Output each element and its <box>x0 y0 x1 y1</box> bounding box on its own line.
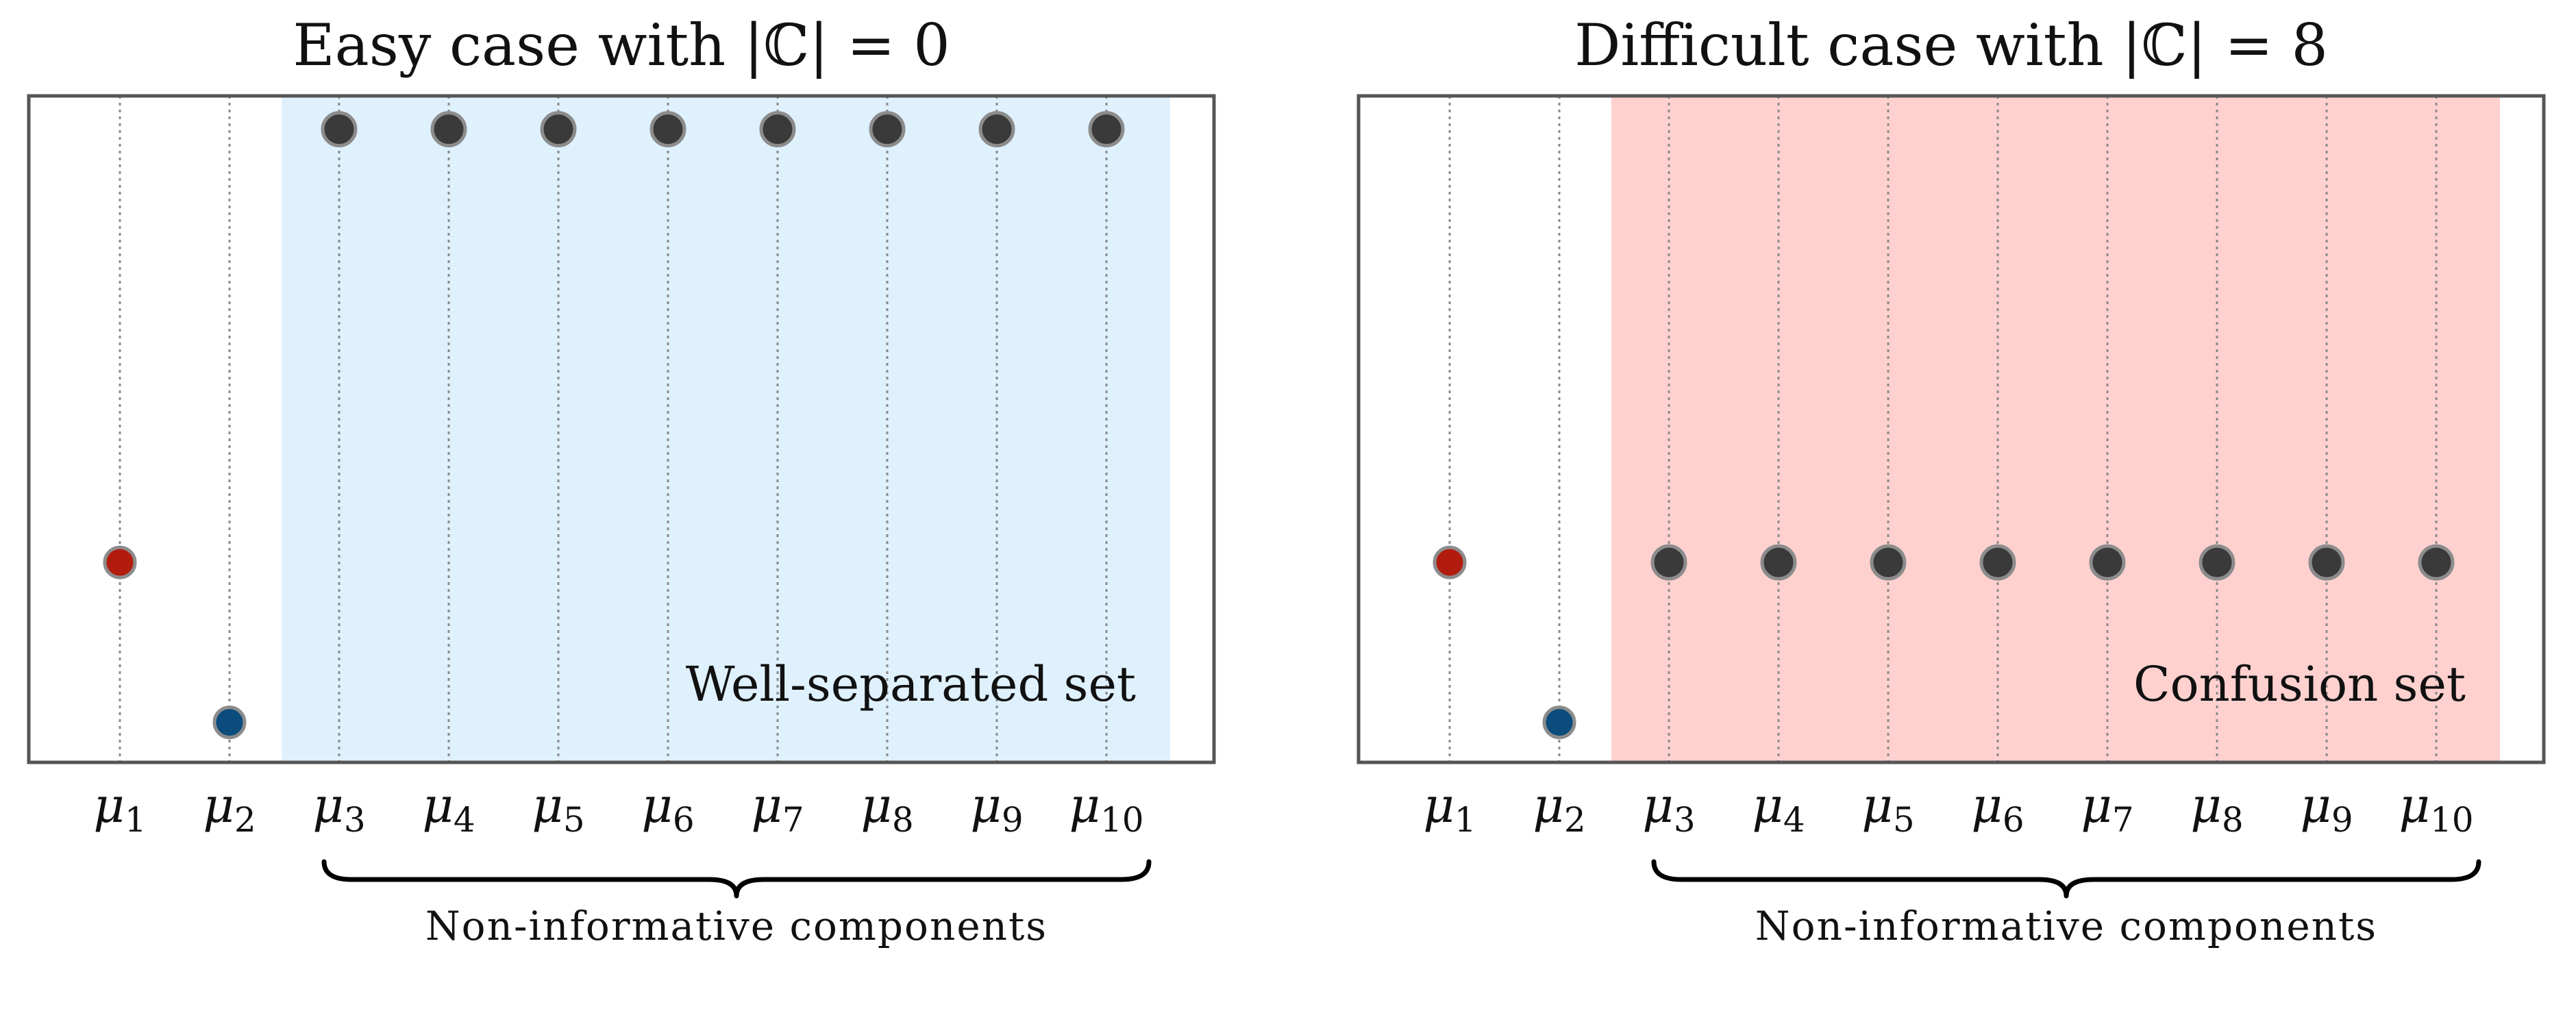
chart-title: Easy case with |ℂ| = 0 <box>293 12 950 79</box>
region-band <box>282 96 1170 762</box>
brace <box>1651 859 2481 899</box>
chart-title: Difficult case with |ℂ| = 8 <box>1574 12 2328 79</box>
point-μ4 <box>430 111 467 148</box>
tick-label-μ2: μ2 <box>203 777 256 840</box>
tick-label-μ10: μ10 <box>2399 777 2473 840</box>
tick-label-μ6: μ6 <box>641 777 694 840</box>
tick-label-μ4: μ4 <box>422 777 475 840</box>
point-μ5 <box>1870 544 1907 581</box>
tick-label-μ8: μ8 <box>860 777 913 840</box>
tick-label-μ9: μ9 <box>2300 777 2353 840</box>
point-μ2 <box>212 706 247 740</box>
tick-label-μ2: μ2 <box>1533 777 1585 840</box>
tick-label-μ8: μ8 <box>2190 777 2243 840</box>
point-μ2 <box>1542 706 1576 740</box>
plot-frame <box>1357 94 2546 764</box>
point-μ7 <box>2089 544 2126 581</box>
point-μ8 <box>869 111 906 148</box>
chart-panel-1: Easy case with |ℂ| = 0 Well-separated set… <box>27 12 1216 949</box>
point-μ5 <box>540 111 577 148</box>
region-label: Well-separated set <box>686 656 1136 712</box>
point-μ3 <box>321 111 358 148</box>
point-μ8 <box>2199 544 2236 581</box>
region-band <box>1611 96 2500 762</box>
point-μ9 <box>978 111 1015 148</box>
tick-label-μ3: μ3 <box>1642 777 1695 840</box>
chart-panel-2: Difficult case with |ℂ| = 8 Confusion set… <box>1357 12 2546 949</box>
point-μ1 <box>103 545 137 579</box>
point-μ7 <box>759 111 796 148</box>
tick-label-μ7: μ7 <box>751 777 804 840</box>
point-μ10 <box>1088 111 1125 148</box>
tick-label-μ6: μ6 <box>1971 777 2024 840</box>
point-μ6 <box>649 111 686 148</box>
tick-label-μ1: μ1 <box>93 777 146 840</box>
tick-label-μ10: μ10 <box>1069 777 1143 840</box>
tick-label-μ7: μ7 <box>2081 777 2133 840</box>
plot-frame <box>27 94 1216 764</box>
tick-label-μ3: μ3 <box>312 777 365 840</box>
tick-label-μ5: μ5 <box>532 777 584 840</box>
brace-label: Non-informative components <box>1755 903 2377 949</box>
tick-label-μ5: μ5 <box>1861 777 1914 840</box>
point-μ10 <box>2418 544 2455 581</box>
brace <box>321 859 1152 899</box>
point-μ6 <box>1979 544 2016 581</box>
point-μ1 <box>1433 545 1467 579</box>
point-μ3 <box>1650 544 1687 581</box>
tick-label-μ9: μ9 <box>970 777 1023 840</box>
region-label: Confusion set <box>2133 656 2466 712</box>
tick-label-μ1: μ1 <box>1423 777 1476 840</box>
brace-label: Non-informative components <box>425 903 1048 949</box>
point-μ4 <box>1760 544 1797 581</box>
point-μ9 <box>2308 544 2345 581</box>
tick-label-μ4: μ4 <box>1752 777 1805 840</box>
